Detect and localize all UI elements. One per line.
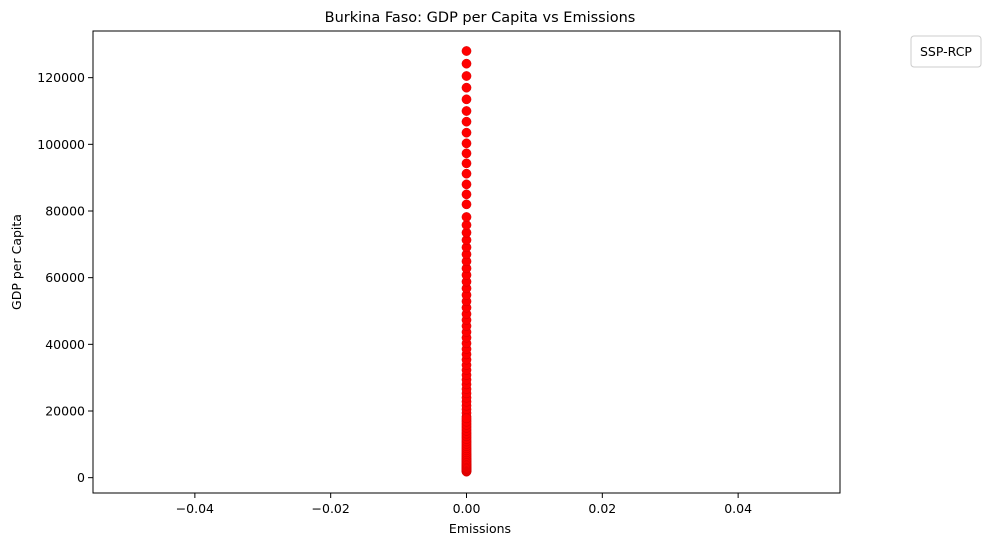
data-point — [461, 127, 472, 138]
x-tick-label: 0.04 — [724, 501, 752, 516]
data-point — [461, 116, 472, 127]
data-point — [461, 138, 472, 149]
y-tick-label: 40000 — [45, 337, 85, 352]
data-point — [461, 148, 472, 159]
y-tick-label: 120000 — [37, 70, 85, 85]
y-tick-label: 80000 — [45, 204, 85, 219]
y-axis-ticks: 0 20000 40000 60000 80000 100000 120000 — [37, 70, 93, 485]
data-point — [461, 94, 472, 105]
y-tick-label: 20000 — [45, 404, 85, 419]
data-point — [461, 413, 472, 424]
legend-box — [910, 35, 982, 68]
legend-title: SSP-RCP — [920, 44, 972, 59]
x-axis-ticks: −0.04 −0.02 0.00 0.02 0.04 — [176, 493, 752, 516]
data-point — [461, 199, 472, 210]
data-point — [461, 58, 472, 69]
y-axis-label: GDP per Capita — [9, 214, 24, 310]
x-tick-label: −0.02 — [312, 501, 350, 516]
data-point — [461, 158, 472, 169]
chart-title: Burkina Faso: GDP per Capita vs Emission… — [325, 10, 636, 26]
legend: SSP-RCP — [910, 35, 982, 68]
data-point — [461, 46, 472, 56]
plot-area — [92, 30, 841, 494]
data-point — [461, 168, 472, 179]
data-point — [461, 179, 472, 190]
x-tick-label: 0.02 — [588, 501, 616, 516]
x-tick-label: 0.00 — [453, 501, 481, 516]
y-tick-label: 0 — [77, 470, 85, 485]
x-tick-label: −0.04 — [176, 501, 214, 516]
data-points — [461, 46, 472, 477]
y-tick-label: 100000 — [37, 137, 85, 152]
data-point — [461, 71, 472, 81]
x-axis-label: Emissions — [449, 521, 511, 536]
data-point — [461, 82, 472, 93]
data-point — [461, 106, 472, 116]
y-tick-label: 60000 — [45, 270, 85, 285]
data-point — [461, 212, 472, 222]
data-point — [461, 189, 472, 200]
